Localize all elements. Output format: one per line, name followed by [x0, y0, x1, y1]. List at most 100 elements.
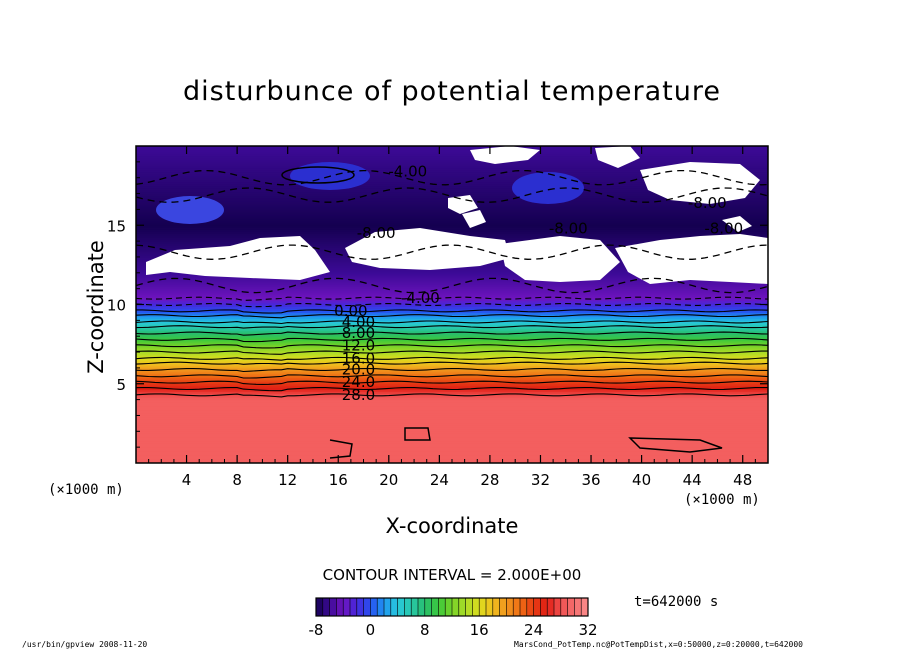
colorbar-cell — [343, 598, 351, 616]
colorbar-cell — [547, 598, 555, 616]
contour-label: -4.00 — [401, 289, 440, 307]
contour-label: 8.00 — [342, 324, 375, 342]
contour-label: -8.00 — [549, 219, 588, 237]
color-band — [136, 290, 768, 294]
footer-left: /usr/bin/gpview 2008-11-20 — [22, 640, 148, 649]
color-band — [136, 307, 768, 311]
color-band — [136, 294, 768, 298]
color-band — [136, 339, 768, 343]
color-band — [136, 416, 768, 420]
colorbar-frame — [315, 597, 589, 617]
color-band — [136, 410, 768, 414]
x-tick-label: 48 — [733, 471, 752, 489]
color-band — [136, 315, 768, 319]
color-band — [136, 377, 768, 381]
x-tick-label: 28 — [480, 471, 499, 489]
color-band — [136, 288, 768, 292]
color-band — [136, 373, 768, 377]
x-tick-label: 16 — [329, 471, 348, 489]
colorbar-cell — [458, 598, 466, 616]
color-band — [136, 298, 768, 302]
color-band — [136, 335, 768, 339]
contour-interval: CONTOUR INTERVAL = 2.000E+00 — [322, 566, 582, 584]
color-band — [136, 216, 768, 220]
color-band — [136, 391, 768, 395]
x-tick-label: 24 — [430, 471, 449, 489]
white-region — [146, 236, 330, 280]
color-band — [136, 284, 768, 288]
color-band — [136, 323, 768, 327]
color-band — [136, 146, 768, 149]
colorbar-cell — [492, 598, 500, 616]
color-band — [136, 286, 768, 290]
colorbar-cell — [574, 598, 582, 616]
color-band — [136, 181, 768, 185]
color-band — [136, 171, 768, 175]
color-band — [136, 159, 768, 163]
colorbar-cell — [567, 598, 575, 616]
color-band — [136, 401, 768, 405]
color-band — [136, 278, 768, 282]
color-band — [136, 163, 768, 167]
x-unit-right: (×1000 m) — [684, 492, 760, 508]
color-band — [136, 418, 768, 422]
colorbar-cell — [560, 598, 568, 616]
colorbar-cell — [452, 598, 460, 616]
color-band — [136, 452, 768, 456]
chart-title: disturbunce of potential temperature — [183, 76, 721, 107]
color-band — [136, 319, 768, 323]
color-band — [136, 304, 768, 307]
colorbar-cell — [363, 598, 371, 616]
colorbar-cell — [513, 598, 521, 616]
colorbar-cell — [390, 598, 398, 616]
colorbar-cell — [356, 598, 364, 616]
color-band — [136, 428, 768, 432]
color-band — [136, 305, 768, 309]
color-band — [136, 276, 768, 280]
colorbar-cell — [431, 598, 439, 616]
colorbar-cell — [506, 598, 514, 616]
color-band — [136, 353, 768, 357]
color-band — [136, 169, 768, 173]
contour-line — [136, 361, 768, 365]
colorbar-cell — [438, 598, 446, 616]
color-band — [136, 389, 768, 393]
color-band — [136, 224, 768, 228]
contour-line — [136, 374, 768, 379]
contour-label: 28.0 — [342, 386, 375, 404]
color-band — [136, 448, 768, 452]
x-tick-label: 20 — [379, 471, 398, 489]
color-band — [136, 228, 768, 232]
white-region — [345, 228, 510, 270]
colorbar-cell — [554, 598, 562, 616]
color-band — [136, 327, 768, 331]
color-band — [136, 274, 768, 278]
cold-cell — [512, 172, 584, 204]
color-band — [136, 369, 768, 373]
color-band — [136, 341, 768, 345]
white-region — [640, 162, 760, 204]
color-band — [136, 331, 768, 335]
contour-line — [136, 350, 768, 355]
white-region — [500, 236, 620, 282]
color-band — [136, 399, 768, 403]
color-band — [136, 446, 768, 450]
color-band — [136, 149, 768, 153]
color-band — [136, 226, 768, 230]
color-band — [136, 395, 768, 399]
color-band — [136, 343, 768, 347]
color-band — [136, 175, 768, 179]
color-band — [136, 434, 768, 438]
color-band — [136, 183, 768, 187]
contour-label: 20.0 — [342, 360, 375, 378]
contour-label: 0.00 — [334, 302, 367, 320]
color-band — [136, 407, 768, 411]
x-tick-label: 4 — [182, 471, 192, 489]
contour-open — [329, 439, 353, 459]
color-band — [136, 296, 768, 300]
colorbar-cell — [350, 598, 358, 616]
color-band — [136, 155, 768, 159]
colorbar-cell — [411, 598, 419, 616]
color-band — [136, 430, 768, 434]
